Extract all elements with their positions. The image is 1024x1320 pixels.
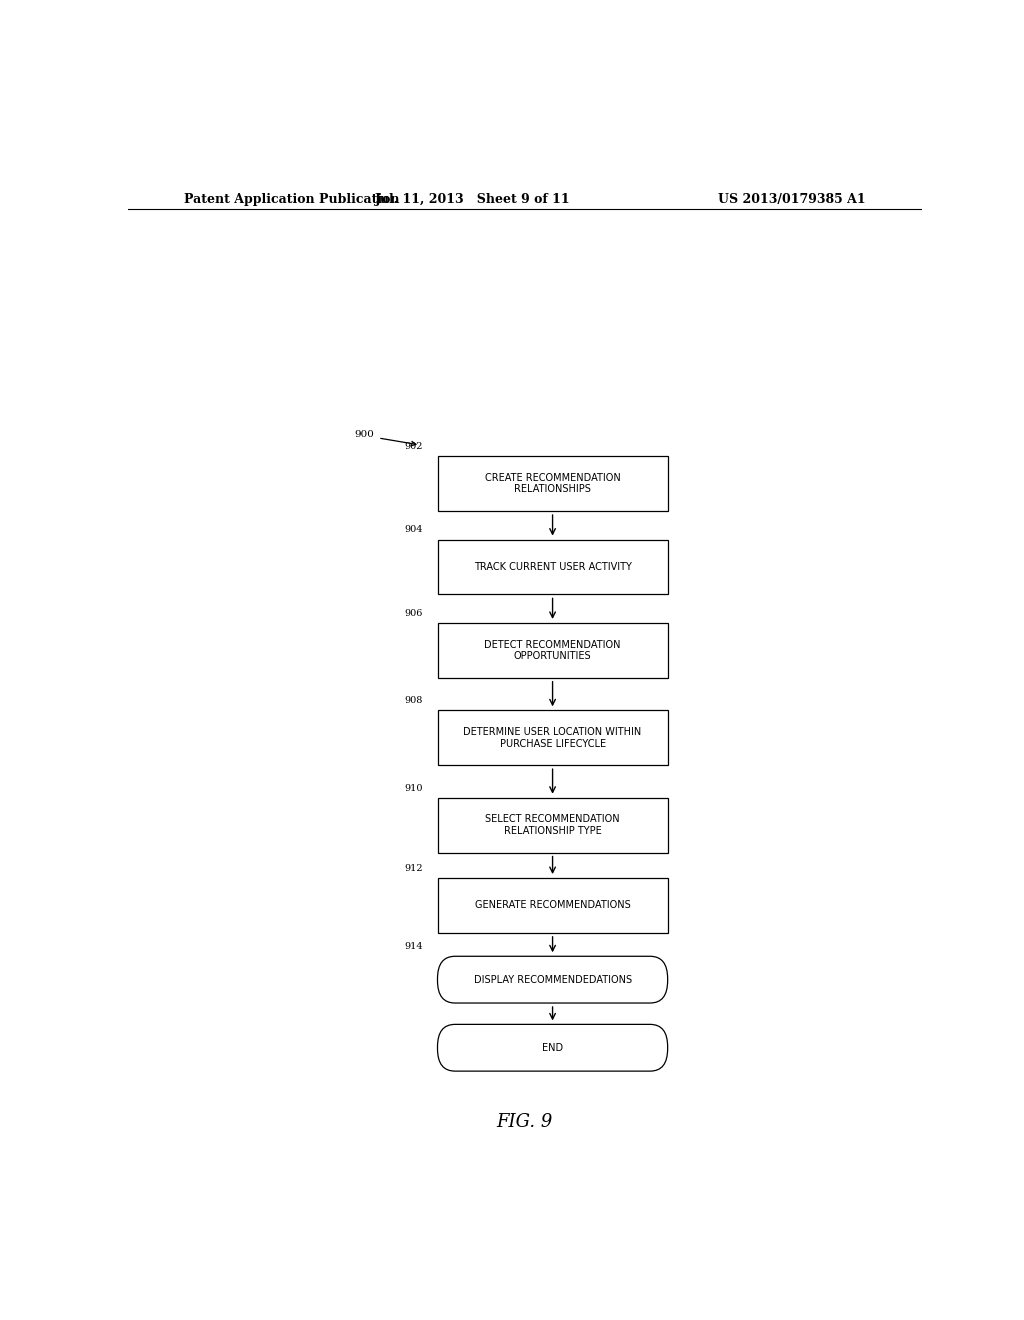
FancyBboxPatch shape bbox=[437, 623, 668, 677]
Text: 910: 910 bbox=[404, 784, 423, 792]
Text: US 2013/0179385 A1: US 2013/0179385 A1 bbox=[719, 193, 866, 206]
Text: 908: 908 bbox=[404, 696, 423, 705]
Text: END: END bbox=[542, 1043, 563, 1053]
Text: GENERATE RECOMMENDATIONS: GENERATE RECOMMENDATIONS bbox=[475, 900, 631, 911]
Text: 906: 906 bbox=[404, 609, 423, 618]
FancyBboxPatch shape bbox=[437, 1024, 668, 1071]
FancyBboxPatch shape bbox=[437, 710, 668, 766]
Text: DETECT RECOMMENDATION
OPPORTUNITIES: DETECT RECOMMENDATION OPPORTUNITIES bbox=[484, 639, 621, 661]
FancyBboxPatch shape bbox=[437, 540, 668, 594]
Text: 904: 904 bbox=[404, 525, 423, 535]
Text: TRACK CURRENT USER ACTIVITY: TRACK CURRENT USER ACTIVITY bbox=[474, 562, 632, 572]
FancyBboxPatch shape bbox=[437, 457, 668, 511]
Text: Patent Application Publication: Patent Application Publication bbox=[183, 193, 399, 206]
Text: CREATE RECOMMENDATION
RELATIONSHIPS: CREATE RECOMMENDATION RELATIONSHIPS bbox=[484, 473, 621, 495]
FancyBboxPatch shape bbox=[437, 956, 668, 1003]
Text: 912: 912 bbox=[404, 863, 423, 873]
FancyBboxPatch shape bbox=[437, 878, 668, 933]
Text: 902: 902 bbox=[404, 442, 423, 451]
Text: FIG. 9: FIG. 9 bbox=[497, 1113, 553, 1131]
FancyBboxPatch shape bbox=[437, 797, 668, 853]
Text: DETERMINE USER LOCATION WITHIN
PURCHASE LIFECYCLE: DETERMINE USER LOCATION WITHIN PURCHASE … bbox=[464, 727, 642, 748]
Text: SELECT RECOMMENDATION
RELATIONSHIP TYPE: SELECT RECOMMENDATION RELATIONSHIP TYPE bbox=[485, 814, 620, 836]
Text: 900: 900 bbox=[354, 430, 374, 440]
Text: DISPLAY RECOMMENDEDATIONS: DISPLAY RECOMMENDEDATIONS bbox=[473, 974, 632, 985]
Text: Jul. 11, 2013   Sheet 9 of 11: Jul. 11, 2013 Sheet 9 of 11 bbox=[376, 193, 571, 206]
Text: 914: 914 bbox=[404, 942, 423, 952]
